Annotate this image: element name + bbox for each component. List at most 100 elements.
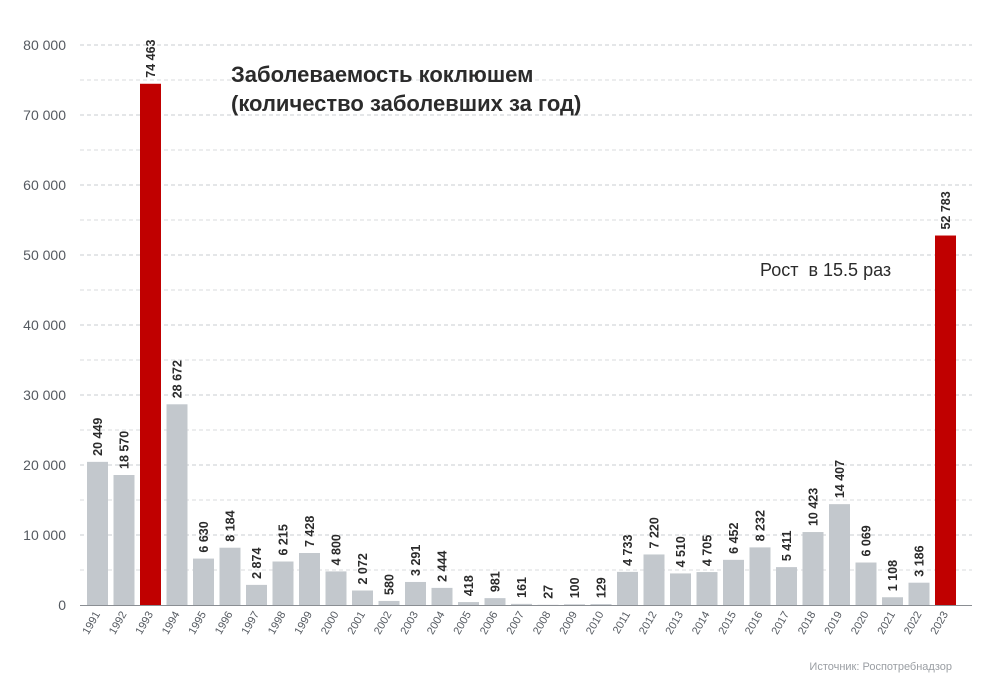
bar-2000	[325, 571, 347, 605]
value-label-1994: 28 672	[171, 360, 185, 398]
value-label-2021: 1 108	[886, 560, 900, 591]
y-tick-label: 30 000	[23, 387, 66, 403]
bar-2014	[696, 572, 718, 605]
x-tick-label-2004: 2004	[425, 610, 448, 637]
x-tick-label-2010: 2010	[584, 610, 607, 637]
x-tick-label-2002: 2002	[372, 610, 395, 637]
x-tick-label-2019: 2019	[822, 610, 845, 637]
value-label-2014: 4 705	[701, 535, 715, 566]
x-tick-label-2007: 2007	[504, 610, 527, 637]
x-tick-label-2006: 2006	[478, 610, 501, 637]
bar-2016	[749, 547, 771, 605]
bar-1998	[272, 561, 294, 605]
value-label-2007: 161	[515, 577, 529, 598]
bar-2009	[564, 604, 585, 605]
bar-1992	[113, 475, 135, 605]
bar-2001	[352, 590, 373, 605]
bar-1997	[246, 584, 267, 605]
bar-1995	[193, 558, 214, 605]
value-label-2012: 7 220	[648, 517, 662, 548]
y-tick-label: 70 000	[23, 107, 66, 123]
bar-2021	[882, 597, 903, 605]
value-label-2005: 418	[462, 575, 476, 596]
value-label-1991: 20 449	[91, 418, 105, 456]
y-tick-label: 50 000	[23, 247, 66, 263]
x-tick-label-1997: 1997	[239, 610, 262, 637]
value-label-2004: 2 444	[436, 551, 450, 582]
chart-title-line-1: Заболеваемость коклюшем	[231, 62, 534, 87]
value-label-2003: 3 291	[409, 545, 423, 576]
value-label-1997: 2 874	[250, 548, 264, 579]
bar-2015	[723, 559, 744, 605]
bar-1994	[166, 404, 188, 605]
bar-2004	[431, 587, 453, 605]
value-label-2016: 8 232	[754, 510, 768, 541]
bar-2017	[776, 567, 797, 605]
x-tick-label-1995: 1995	[186, 610, 209, 637]
bars	[87, 83, 956, 606]
x-tick-label-2009: 2009	[557, 610, 580, 637]
y-tick-label: 0	[58, 597, 66, 613]
value-label-2002: 580	[383, 574, 397, 595]
bar-2006	[484, 598, 506, 605]
value-label-2006: 981	[489, 571, 503, 592]
x-tick-label-1999: 1999	[292, 610, 315, 637]
value-label-2023: 52 783	[939, 191, 953, 229]
bar-2019	[829, 504, 850, 605]
x-tick-label-2014: 2014	[690, 610, 713, 637]
bar-2018	[802, 532, 824, 605]
value-label-2011: 4 733	[621, 535, 635, 566]
bar-2011	[617, 571, 638, 605]
bar-2012	[643, 554, 665, 605]
x-tick-label-2008: 2008	[531, 610, 554, 637]
bar-1993	[140, 83, 161, 605]
x-tick-label-1998: 1998	[266, 610, 289, 637]
bar-2023	[935, 235, 956, 606]
y-tick-label: 40 000	[23, 317, 66, 333]
x-tick-label-1991: 1991	[80, 610, 103, 637]
x-tick-label-1992: 1992	[107, 610, 130, 637]
x-tick-label-2011: 2011	[611, 610, 633, 636]
value-label-2019: 14 407	[833, 460, 847, 498]
bar-1999	[299, 553, 320, 605]
x-tick-label-2003: 2003	[398, 610, 421, 637]
x-tick-label-2018: 2018	[796, 610, 819, 637]
value-label-2015: 6 452	[727, 523, 741, 554]
bar-1996	[219, 547, 241, 605]
value-label-2020: 6 069	[860, 525, 874, 556]
value-label-2008: 27	[542, 585, 556, 599]
x-tick-label-2000: 2000	[319, 610, 342, 637]
x-tick-label-2021: 2021	[875, 610, 898, 637]
y-axis-tick-labels: 0 10 000 20 000 30 000 40 000 50 000 60 000 70 …	[23, 37, 66, 613]
y-tick-label: 20 000	[23, 457, 66, 473]
x-tick-label-2016: 2016	[743, 610, 766, 637]
x-tick-label-2012: 2012	[637, 610, 660, 637]
source-note: Источник: Роспотребнадзор	[809, 661, 952, 673]
value-label-1999: 7 428	[303, 516, 317, 547]
value-label-1996: 8 184	[224, 510, 238, 541]
bar-2002	[378, 600, 400, 605]
bar-2005	[458, 602, 479, 605]
bar-2013	[670, 573, 691, 605]
value-label-1998: 6 215	[277, 524, 291, 555]
value-label-2022: 3 186	[913, 545, 927, 576]
x-tick-label-2005: 2005	[451, 610, 474, 637]
x-axis-tick-labels: 1991 1992 1993 1994 1995 1996 1997 1998 1999 2000…	[80, 610, 951, 637]
bar-1991	[87, 461, 108, 605]
value-label-1995: 6 630	[197, 521, 211, 552]
value-label-1993: 74 463	[144, 39, 158, 77]
x-tick-label-2023: 2023	[928, 610, 951, 637]
value-label-1992: 18 570	[118, 431, 132, 469]
x-tick-label-1994: 1994	[160, 610, 183, 637]
value-label-2010: 129	[595, 577, 609, 598]
x-tick-label-2015: 2015	[716, 610, 739, 637]
x-tick-label-2022: 2022	[902, 610, 925, 637]
bar-2022	[908, 582, 930, 605]
y-tick-label: 60 000	[23, 177, 66, 193]
y-tick-label: 10 000	[23, 527, 66, 543]
value-label-2000: 4 800	[330, 534, 344, 565]
x-tick-label-1996: 1996	[213, 610, 236, 637]
x-tick-label-1993: 1993	[133, 610, 156, 637]
value-label-2013: 4 510	[674, 536, 688, 567]
